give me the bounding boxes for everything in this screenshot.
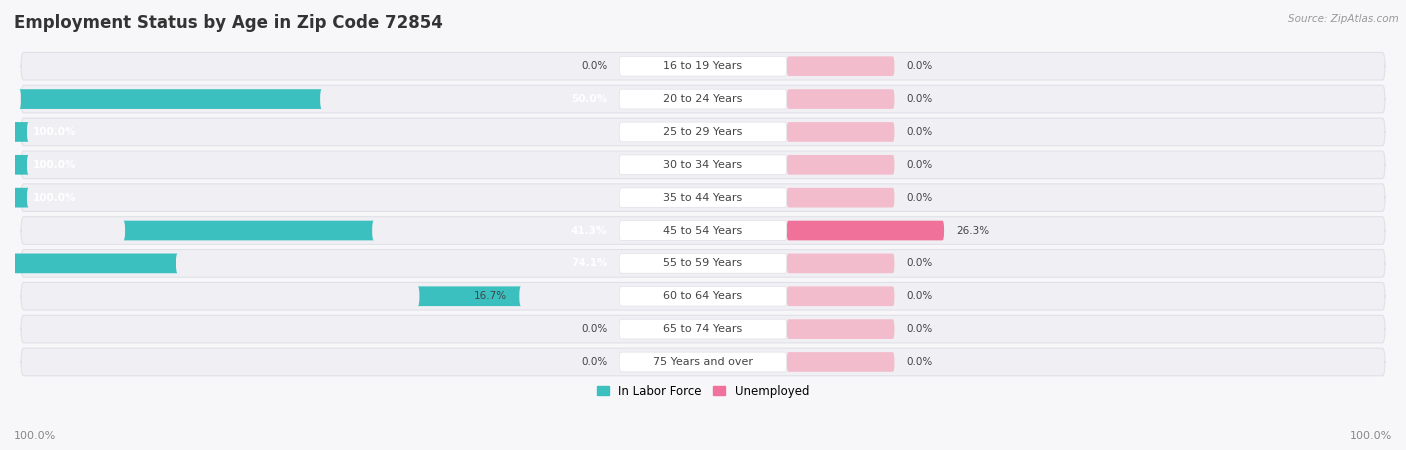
FancyBboxPatch shape — [21, 118, 1385, 146]
FancyBboxPatch shape — [619, 220, 787, 240]
FancyBboxPatch shape — [619, 122, 787, 142]
FancyBboxPatch shape — [21, 184, 1385, 211]
FancyBboxPatch shape — [619, 286, 787, 306]
Text: 0.0%: 0.0% — [907, 324, 932, 334]
FancyBboxPatch shape — [787, 155, 894, 175]
Text: 0.0%: 0.0% — [581, 357, 607, 367]
FancyBboxPatch shape — [0, 155, 28, 175]
Text: 75 Years and over: 75 Years and over — [652, 357, 754, 367]
FancyBboxPatch shape — [787, 122, 894, 142]
FancyBboxPatch shape — [787, 352, 894, 372]
FancyBboxPatch shape — [21, 315, 1385, 343]
FancyBboxPatch shape — [787, 286, 894, 306]
FancyBboxPatch shape — [21, 283, 1385, 310]
FancyBboxPatch shape — [619, 352, 787, 372]
FancyBboxPatch shape — [619, 56, 787, 76]
FancyBboxPatch shape — [787, 319, 894, 339]
Text: 25 to 29 Years: 25 to 29 Years — [664, 127, 742, 137]
FancyBboxPatch shape — [21, 151, 1385, 179]
Text: 65 to 74 Years: 65 to 74 Years — [664, 324, 742, 334]
Text: 100.0%: 100.0% — [14, 431, 56, 441]
Text: 20 to 24 Years: 20 to 24 Years — [664, 94, 742, 104]
Text: 35 to 44 Years: 35 to 44 Years — [664, 193, 742, 202]
FancyBboxPatch shape — [619, 319, 787, 339]
FancyBboxPatch shape — [619, 155, 787, 175]
Text: 0.0%: 0.0% — [907, 258, 932, 268]
FancyBboxPatch shape — [21, 348, 1385, 376]
Text: 0.0%: 0.0% — [907, 61, 932, 71]
FancyBboxPatch shape — [787, 56, 894, 76]
Text: 55 to 59 Years: 55 to 59 Years — [664, 258, 742, 268]
Text: 45 to 54 Years: 45 to 54 Years — [664, 225, 742, 235]
Text: 0.0%: 0.0% — [907, 127, 932, 137]
Text: Source: ZipAtlas.com: Source: ZipAtlas.com — [1288, 14, 1399, 23]
Text: 0.0%: 0.0% — [907, 291, 932, 301]
FancyBboxPatch shape — [787, 253, 894, 273]
FancyBboxPatch shape — [787, 220, 943, 240]
Text: 100.0%: 100.0% — [32, 127, 76, 137]
FancyBboxPatch shape — [21, 217, 1385, 244]
FancyBboxPatch shape — [0, 188, 28, 207]
Text: 100.0%: 100.0% — [32, 193, 76, 202]
Text: 26.3%: 26.3% — [956, 225, 990, 235]
Text: 50.0%: 50.0% — [571, 94, 607, 104]
FancyBboxPatch shape — [21, 86, 1385, 113]
Text: 41.3%: 41.3% — [571, 225, 607, 235]
Text: 0.0%: 0.0% — [907, 160, 932, 170]
Text: 0.0%: 0.0% — [581, 324, 607, 334]
Text: 60 to 64 Years: 60 to 64 Years — [664, 291, 742, 301]
FancyBboxPatch shape — [20, 89, 322, 109]
Text: 16.7%: 16.7% — [474, 291, 508, 301]
FancyBboxPatch shape — [619, 188, 787, 207]
Text: 100.0%: 100.0% — [1350, 431, 1392, 441]
FancyBboxPatch shape — [124, 220, 374, 240]
Text: 0.0%: 0.0% — [907, 193, 932, 202]
Text: 0.0%: 0.0% — [907, 357, 932, 367]
FancyBboxPatch shape — [418, 286, 522, 306]
FancyBboxPatch shape — [619, 253, 787, 273]
Text: 0.0%: 0.0% — [907, 94, 932, 104]
Text: Employment Status by Age in Zip Code 72854: Employment Status by Age in Zip Code 728… — [14, 14, 443, 32]
Legend: In Labor Force, Unemployed: In Labor Force, Unemployed — [592, 380, 814, 403]
FancyBboxPatch shape — [21, 52, 1385, 80]
FancyBboxPatch shape — [0, 253, 177, 273]
Text: 100.0%: 100.0% — [32, 160, 76, 170]
FancyBboxPatch shape — [787, 89, 894, 109]
FancyBboxPatch shape — [787, 188, 894, 207]
FancyBboxPatch shape — [619, 89, 787, 109]
Text: 0.0%: 0.0% — [581, 61, 607, 71]
FancyBboxPatch shape — [0, 122, 28, 142]
Text: 16 to 19 Years: 16 to 19 Years — [664, 61, 742, 71]
Text: 30 to 34 Years: 30 to 34 Years — [664, 160, 742, 170]
Text: 74.1%: 74.1% — [571, 258, 607, 268]
FancyBboxPatch shape — [21, 250, 1385, 277]
